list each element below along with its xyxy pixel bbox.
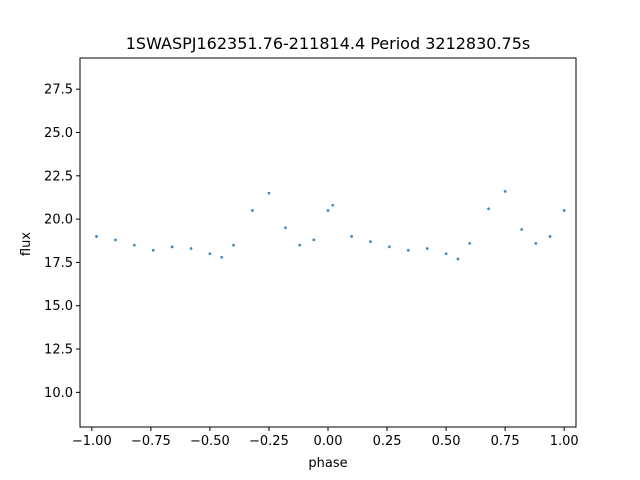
data-point	[350, 235, 354, 238]
data-point	[548, 235, 552, 238]
data-point	[232, 243, 235, 247]
data-point	[132, 243, 136, 247]
data-point	[298, 243, 302, 247]
data-point	[369, 240, 372, 244]
data-point	[151, 248, 155, 252]
chart-title: 1SWASPJ162351.76-211814.4 Period 3212830…	[126, 34, 531, 53]
x-tick-label: 1.00	[550, 434, 579, 449]
data-point	[95, 235, 98, 238]
x-tick-label: 0.75	[491, 434, 520, 449]
x-tick-label: 0.25	[373, 434, 402, 449]
y-tick-label: 22.5	[44, 169, 73, 184]
x-tick-label: 0.50	[432, 434, 461, 449]
x-tick-label: −0.75	[131, 434, 171, 449]
x-tick-label: −0.25	[249, 434, 289, 449]
data-point	[326, 209, 330, 212]
data-point	[520, 228, 524, 231]
data-point	[534, 241, 538, 245]
data-point	[487, 207, 491, 211]
data-point	[284, 226, 287, 230]
x-tick-label: 0.00	[314, 434, 343, 449]
data-point	[562, 209, 566, 212]
y-tick-label: 15.0	[44, 299, 73, 314]
y-tick-label: 27.5	[44, 83, 73, 98]
data-point	[425, 247, 429, 250]
data-point	[208, 252, 212, 256]
x-axis-title: phase	[308, 456, 347, 471]
x-tick-label: −0.50	[190, 434, 230, 449]
data-point	[456, 257, 460, 261]
data-points	[95, 189, 566, 261]
data-point	[114, 238, 117, 242]
data-point	[251, 209, 254, 212]
data-point	[468, 241, 472, 245]
x-tick-label: −1.00	[72, 434, 112, 449]
data-point	[220, 255, 224, 259]
axes: −1.00 −0.75 −0.50 −0.25 0.00 0.25 0.50 0.75 1.00…	[44, 57, 579, 449]
data-point	[189, 247, 193, 250]
data-point	[170, 245, 174, 249]
y-tick-label: 17.5	[44, 256, 73, 271]
data-point	[444, 252, 448, 256]
data-point	[406, 248, 410, 252]
y-tick-label: 20.0	[44, 213, 73, 228]
y-tick-label: 25.0	[44, 126, 73, 141]
data-point	[267, 191, 271, 195]
data-point	[312, 238, 316, 242]
data-point	[331, 203, 335, 207]
y-tick-label: 12.5	[44, 343, 73, 358]
data-point	[503, 189, 507, 193]
data-point	[388, 245, 391, 249]
y-axis-title: flux	[19, 232, 34, 256]
y-tick-label: 10.0	[44, 386, 73, 401]
